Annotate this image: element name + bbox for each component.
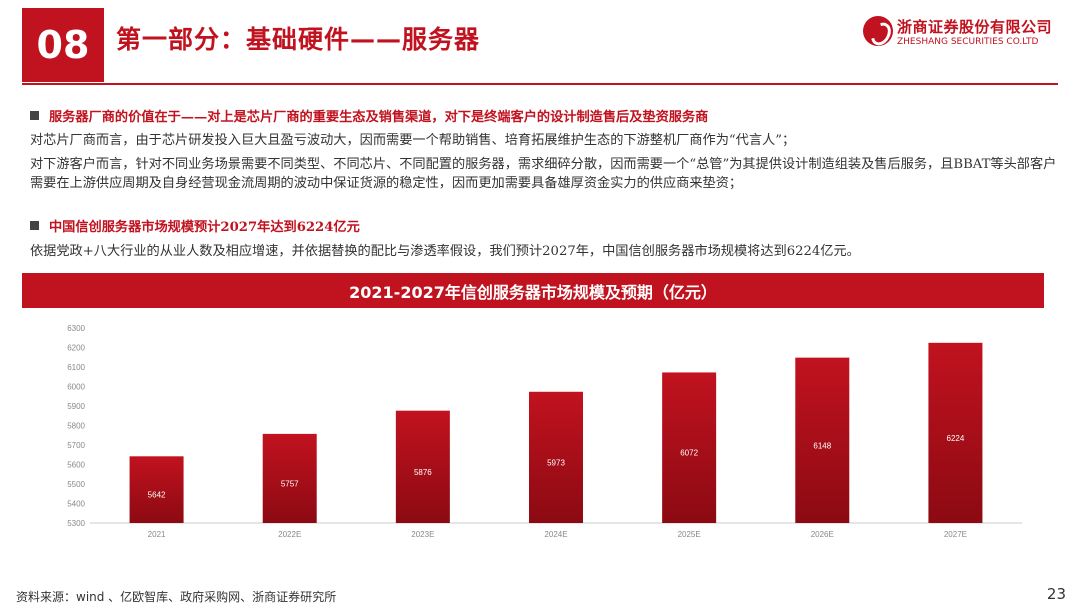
bar-2023E <box>395 410 450 523</box>
chart-title-banner: 2021-2027年信创服务器市场规模及预期（亿元） <box>22 273 1044 308</box>
bar-value-label: 6072 <box>680 449 698 458</box>
x-tick-label: 2023E <box>411 530 434 539</box>
y-tick-label: 5700 <box>67 441 85 450</box>
y-tick-label: 5500 <box>67 480 85 489</box>
page-number: 23 <box>1046 585 1066 603</box>
bullet-2-heading-row: 中国信创服务器市场规模预计2027年达到6224亿元 <box>30 218 1060 237</box>
y-tick-label: 5600 <box>67 461 85 470</box>
bar-2026E <box>795 357 850 523</box>
logo-english-name: ZHESHANG SECURITIES CO.LTD <box>897 37 1039 47</box>
section-number-badge: 08 <box>22 8 104 82</box>
y-tick-label: 6100 <box>67 363 85 372</box>
bar-2025E <box>662 372 717 523</box>
bar-value-label: 5757 <box>281 479 299 488</box>
bar-value-label: 5876 <box>414 468 432 477</box>
company-logo: 浙商证券股份有限公司 ZHESHANG SECURITIES CO.LTD <box>863 14 1063 54</box>
y-tick-label: 5300 <box>67 519 85 528</box>
x-tick-label: 2022E <box>278 530 301 539</box>
bullet-1-heading: 服务器厂商的价值在于——对上是芯片厂商的重要生态及销售渠道，对下是终端客户的设计… <box>49 110 709 125</box>
bullet-square-icon <box>30 221 39 230</box>
y-tick-label: 5400 <box>67 500 85 509</box>
bullet-1-paragraph-2: 对下游客户而言，针对不同业务场景需要不同类型、不同芯片、不同配置的服务器，需求细… <box>30 157 1057 191</box>
bar-2021 <box>129 456 184 523</box>
x-tick-label: 2024E <box>544 530 567 539</box>
bullet-1-heading-row: 服务器厂商的价值在于——对上是芯片厂商的重要生态及销售渠道，对下是终端客户的设计… <box>30 108 1060 127</box>
y-tick-label: 6000 <box>67 383 85 392</box>
bar-value-label: 5642 <box>148 491 166 500</box>
bullet-1-paragraph-1: 对芯片厂商而言，由于芯片研发投入巨大且盈亏波动大，因而需要一个帮助销售、培育拓展… <box>30 133 796 148</box>
x-tick-label: 2027E <box>944 530 967 539</box>
x-tick-label: 2025E <box>678 530 701 539</box>
market-size-bar-chart: 5300 5400 5500 5600 5700 5800 5900 6000 6100 6200… <box>67 324 1022 539</box>
bar-2027E <box>928 342 983 523</box>
x-tick-label: 2026E <box>811 530 834 539</box>
y-tick-label: 5900 <box>67 402 85 411</box>
y-tick-label: 6300 <box>67 324 85 333</box>
bar-2022E <box>262 433 317 523</box>
bar-value-label: 5973 <box>547 458 565 467</box>
bar-2024E <box>529 391 583 523</box>
y-tick-label: 6200 <box>67 344 85 353</box>
page-title: 第一部分：基础硬件——服务器 <box>116 25 481 54</box>
bullet-square-icon <box>30 111 39 120</box>
bar-value-label: 6224 <box>947 434 965 443</box>
y-tick-label: 5800 <box>67 422 85 431</box>
source-note: 资料来源：wind 、亿欧智库、政府采购网、浙商证券研究所 <box>16 590 337 604</box>
bullet-2-paragraph: 依据党政+八大行业的从业人数及相应增速，并依据替换的配比与渗透率假设，我们预计2… <box>30 244 860 259</box>
bullet-2-heading: 中国信创服务器市场规模预计2027年达到6224亿元 <box>49 220 360 235</box>
logo-chinese-name: 浙商证券股份有限公司 <box>897 18 1053 36</box>
x-tick-label: 2021 <box>148 530 166 539</box>
bar-value-label: 6148 <box>813 441 831 450</box>
logo-mark-icon <box>863 16 893 46</box>
title-divider <box>22 83 1058 85</box>
